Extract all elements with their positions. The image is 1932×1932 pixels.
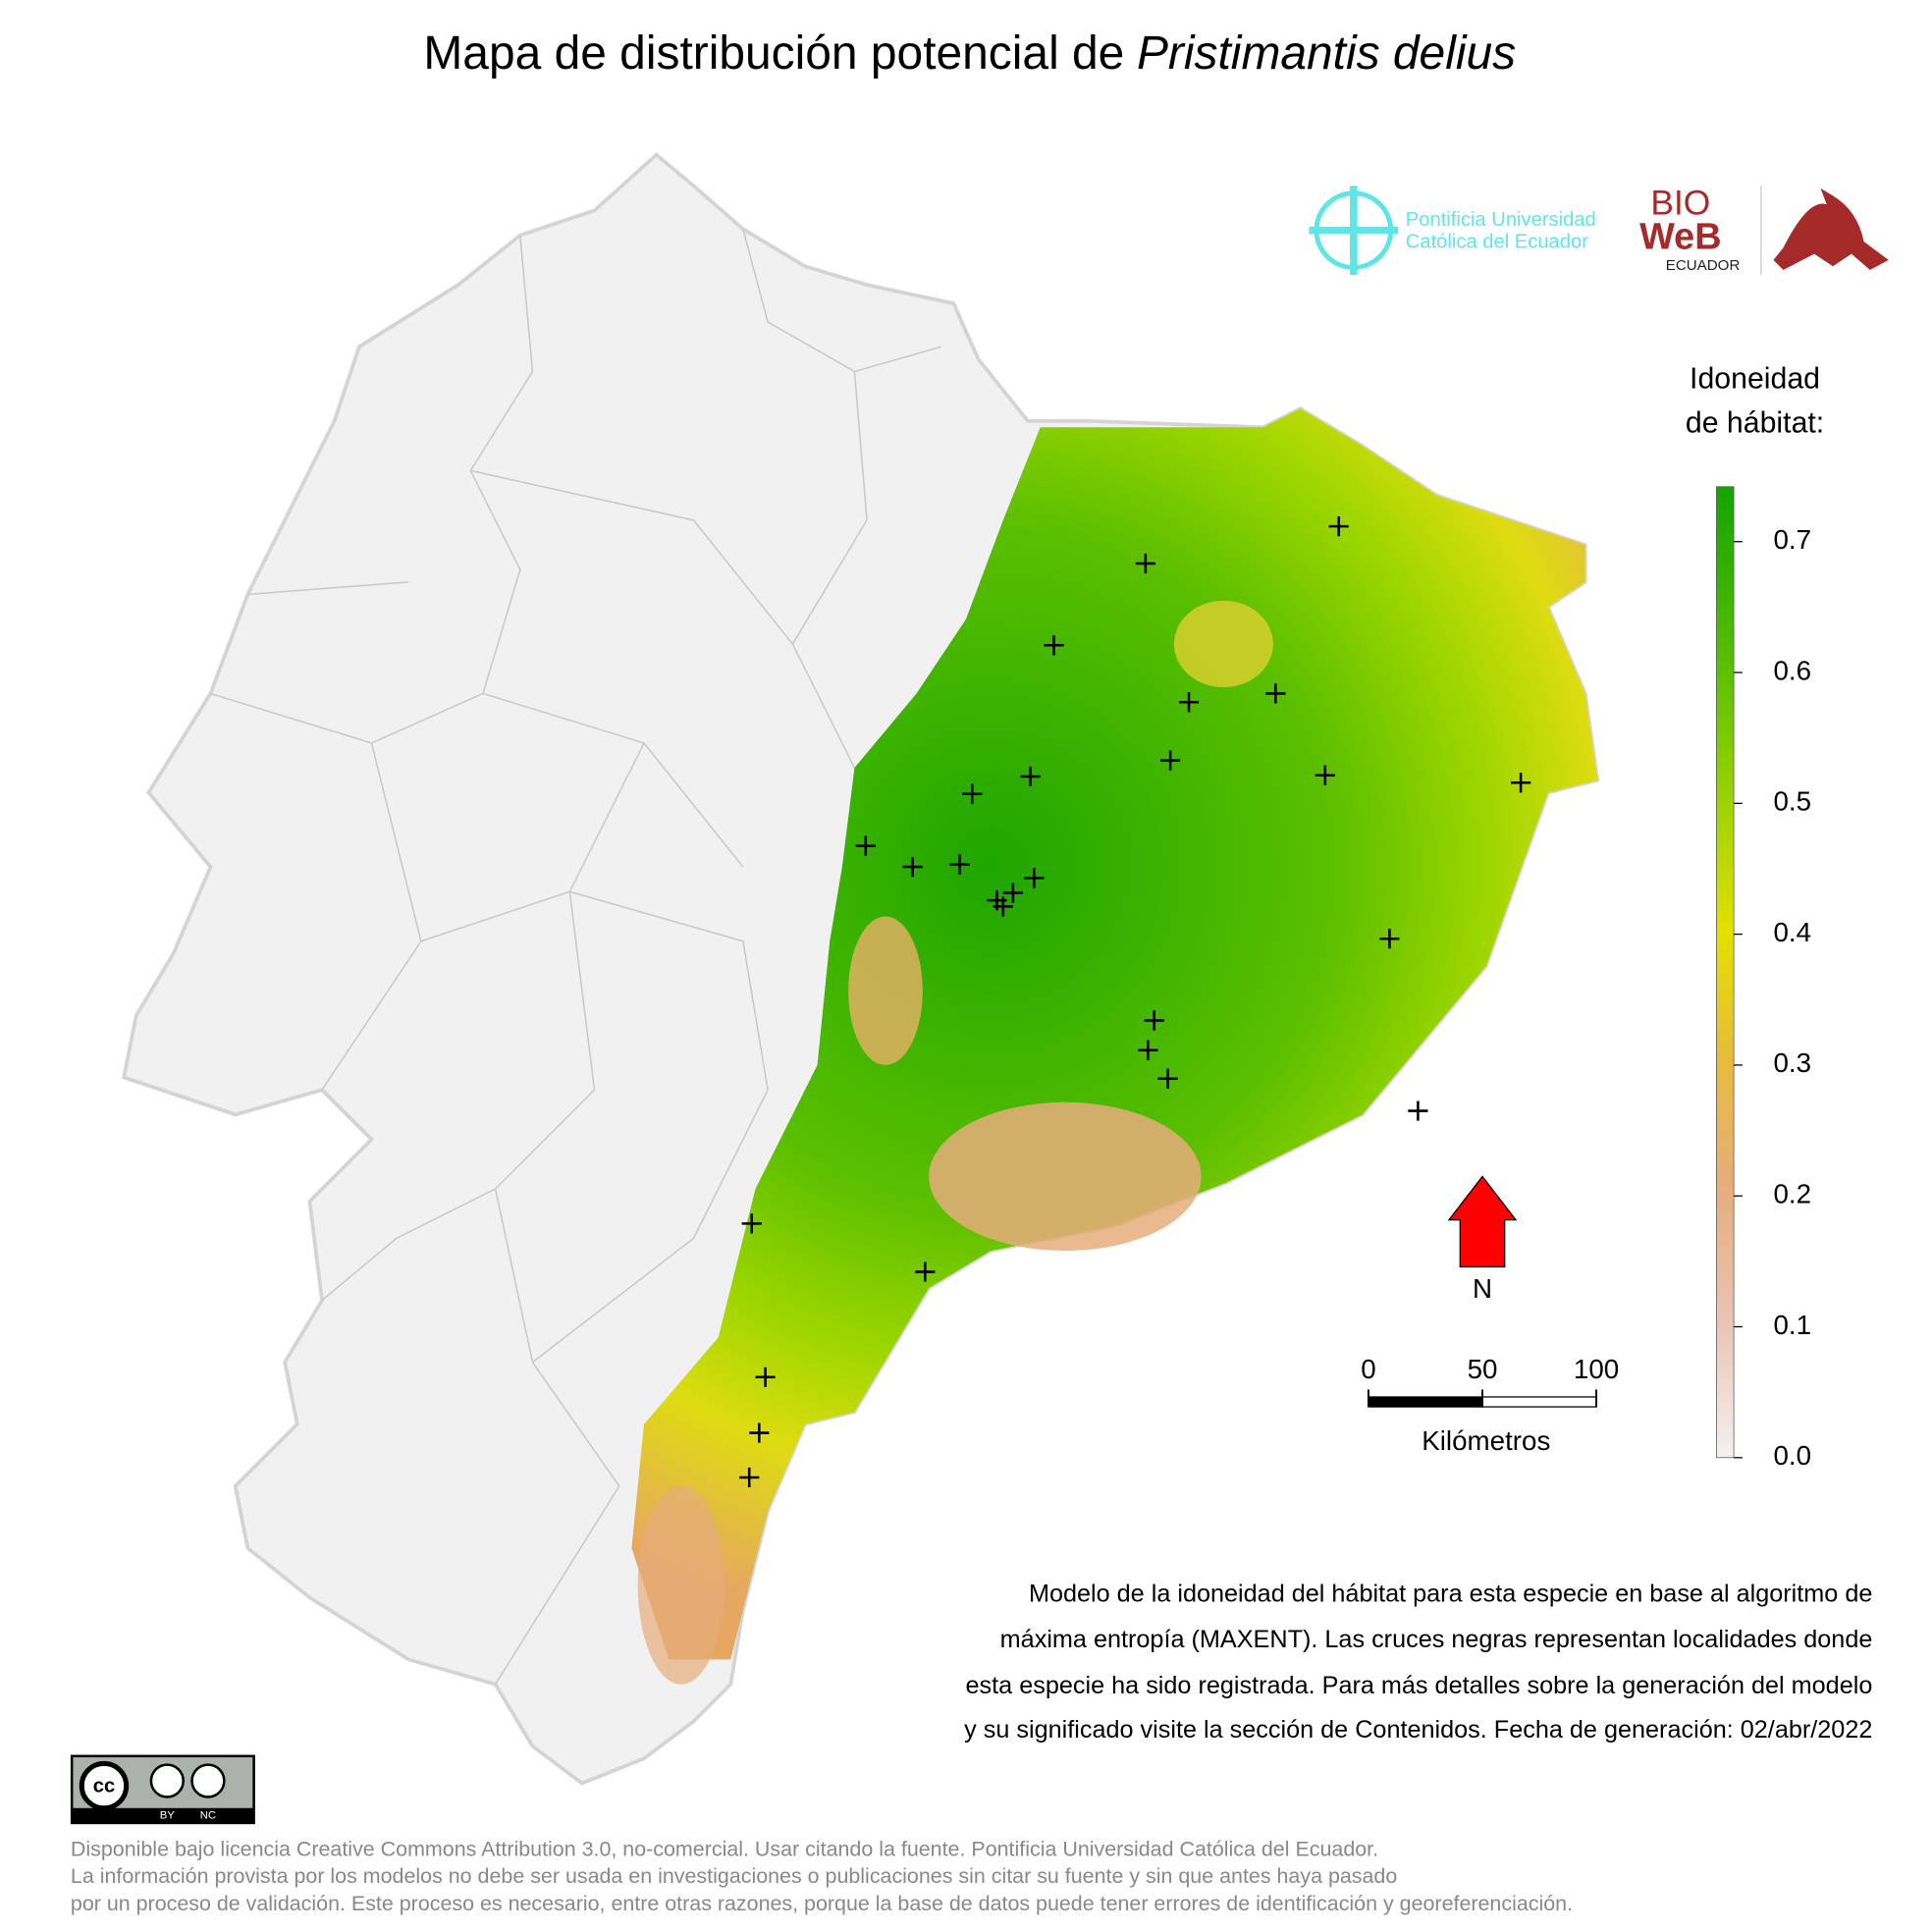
locality-cross	[1265, 683, 1286, 704]
locality-cross	[1135, 553, 1155, 574]
locality-cross	[962, 783, 983, 804]
logo-text: Pontificia Universidad	[1406, 209, 1596, 231]
locality-cross	[949, 854, 970, 875]
badge-text: cc	[93, 1776, 115, 1798]
locality-cross	[915, 1261, 936, 1282]
low-suitability-patch	[848, 916, 923, 1065]
north-arrow: N	[1447, 1175, 1518, 1304]
locality-cross	[755, 1367, 776, 1387]
figure: Mapa de distribución potencial de Pristim…	[70, 27, 1889, 1915]
locality-cross	[1157, 1068, 1178, 1089]
logo-text: WeB	[1639, 216, 1721, 257]
locality-cross	[1020, 766, 1041, 787]
description-line: máxima entropía (MAXENT). Las cruces neg…	[1000, 1626, 1873, 1653]
legend-title: de hábitat:	[1686, 407, 1824, 440]
license-badge: cc BY NC	[70, 1754, 255, 1825]
scale-bar-segment	[1481, 1396, 1597, 1408]
locality-cross	[1408, 1100, 1428, 1121]
locality-crosses	[739, 516, 1531, 1488]
north-label: N	[1473, 1273, 1492, 1304]
locality-cross	[749, 1422, 770, 1443]
legend-tick-label: 0.4	[1773, 917, 1811, 947]
legend-tick-label: 0.7	[1773, 524, 1811, 555]
license-line: por un proceso de validación. Este proce…	[71, 1892, 1573, 1915]
scale-bar-tick-label: 50	[1468, 1354, 1498, 1384]
locality-cross	[1160, 750, 1181, 771]
locality-cross	[1044, 635, 1064, 656]
puce-logo: Pontificia Universidad Católica del Ecua…	[1309, 186, 1596, 276]
locality-cross	[1138, 1040, 1158, 1060]
logo-text: ECUADOR	[1666, 257, 1741, 274]
locality-cross	[741, 1213, 762, 1234]
locality-cross	[1511, 773, 1531, 793]
legend-tick-label: 0.1	[1773, 1310, 1811, 1340]
low-suitability-patch	[637, 1485, 724, 1685]
scale-bar-tick-label: 100	[1574, 1354, 1619, 1384]
locality-cross	[855, 835, 876, 856]
description-line: y su significado visite la sección de Co…	[964, 1716, 1872, 1744]
legend-tick-label: 0.0	[1773, 1440, 1811, 1471]
title-text: Mapa de distribución potencial de	[423, 27, 1124, 79]
locality-cross	[1328, 516, 1349, 537]
badge-text: NC	[200, 1809, 216, 1821]
province-borders	[210, 229, 941, 1686]
scale-bar-label: Kilómetros	[1422, 1425, 1550, 1456]
legend-tick-label: 0.6	[1773, 655, 1811, 685]
legend-colorbar	[1716, 486, 1735, 1459]
badge-text: BY	[160, 1809, 176, 1821]
locality-cross	[1144, 1010, 1164, 1031]
license-line: Disponible bajo licencia Creative Common…	[71, 1837, 1378, 1860]
locality-cross	[1379, 929, 1400, 949]
description-line: Modelo de la idoneidad del hábitat para …	[1029, 1580, 1872, 1607]
low-suitability-patch	[1173, 600, 1273, 688]
legend-tick-label: 0.2	[1773, 1179, 1811, 1209]
locality-cross	[993, 896, 1013, 917]
title: Mapa de distribución potencial de Pristim…	[423, 27, 1516, 79]
scale-bar: 0 50 100	[1361, 1354, 1619, 1408]
description-line: esta especie ha sido registrada. Para má…	[966, 1672, 1873, 1699]
title-species: Pristimantis delius	[1137, 27, 1516, 79]
scale-bar-tick-label: 0	[1361, 1354, 1375, 1384]
license-line: La información provista por los modelos …	[71, 1864, 1397, 1888]
scale-bar-segment	[1368, 1396, 1483, 1408]
bioweb-logo: BIO WeB ECUADOR	[1639, 185, 1889, 276]
habitat-suitability-surface	[631, 408, 1598, 1660]
legend-tick-label: 0.3	[1773, 1047, 1811, 1078]
locality-cross	[1024, 868, 1045, 888]
locality-cross	[739, 1467, 760, 1488]
legend-title: Idoneidad	[1690, 362, 1820, 395]
locality-cross	[1315, 765, 1335, 785]
legend-tick-label: 0.5	[1773, 786, 1811, 817]
low-suitability-patch	[929, 1101, 1202, 1252]
locality-cross	[1178, 692, 1200, 713]
locality-cross	[902, 856, 923, 878]
logo-text: Católica del Ecuador	[1406, 232, 1588, 253]
logo-text: BIO	[1650, 185, 1710, 223]
locality-cross	[1002, 883, 1023, 903]
